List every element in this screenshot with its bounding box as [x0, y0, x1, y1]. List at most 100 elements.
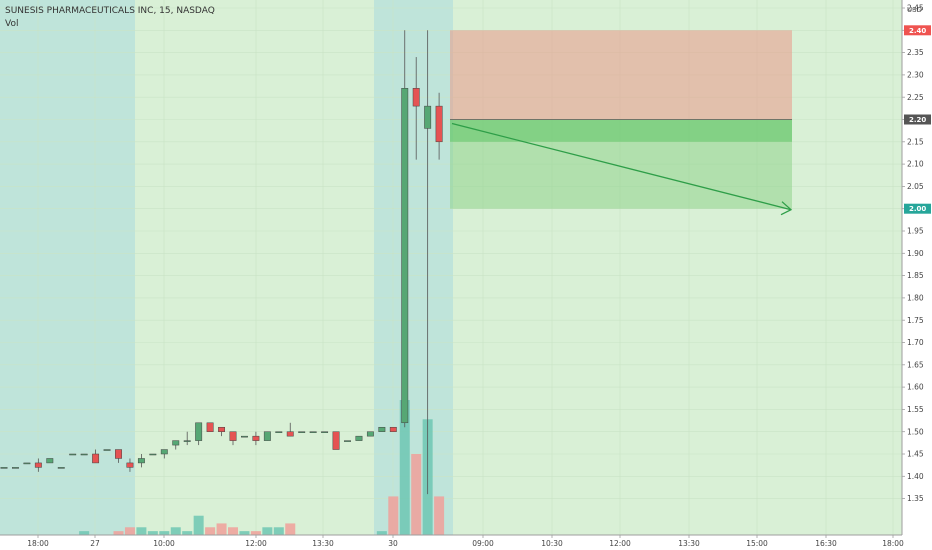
x-tick-label: 10:00	[153, 539, 175, 548]
candle-body	[183, 440, 191, 442]
y-tick-label: 1.70	[907, 338, 924, 347]
projection-arrow[interactable]	[451, 122, 792, 211]
x-tick-label: 18:00	[882, 539, 904, 548]
volume-bar	[239, 531, 250, 535]
candle-body	[229, 431, 237, 441]
candle-body	[435, 105, 443, 143]
projection-arrow-head	[780, 201, 793, 216]
volume-bar	[285, 523, 296, 535]
y-tick-label: 2.10	[907, 160, 924, 169]
y-tick-label: 1.65	[907, 360, 924, 369]
volume-bar	[159, 531, 170, 535]
chart-legend: SUNESIS PHARMACEUTICALS INC, 15, NASDAQ …	[5, 5, 215, 31]
candle-body	[195, 422, 203, 441]
current-profit-zone	[450, 119, 792, 142]
y-tick-label: 1.35	[907, 494, 924, 503]
price-tag	[904, 203, 931, 214]
candle-body	[344, 440, 351, 442]
x-tick-label: 09:00	[472, 539, 494, 548]
candle-body	[34, 462, 42, 468]
volume-bar	[399, 400, 410, 535]
volume-bar	[79, 531, 90, 535]
y-tick-label: 1.95	[907, 227, 924, 236]
candle-body	[424, 105, 432, 129]
x-tick-label: 16:30	[815, 539, 837, 548]
candle-body	[172, 440, 180, 446]
x-tick-label: 10:30	[541, 539, 563, 548]
candle-body	[80, 453, 88, 456]
candle-body	[160, 449, 168, 455]
candle-body	[263, 431, 271, 441]
candle-body	[332, 431, 340, 450]
candle-body	[115, 449, 122, 459]
volume-bar	[388, 496, 399, 535]
volume-bar	[113, 531, 124, 535]
candle-body	[69, 453, 77, 456]
y-tick-label: 1.75	[907, 316, 924, 325]
y-tick-label: 2.30	[907, 71, 924, 80]
candle-body	[23, 462, 31, 465]
y-tick-label: 1.50	[907, 427, 924, 436]
y-tick-label: 1.85	[907, 271, 924, 280]
volume-bar	[434, 496, 445, 535]
x-tick-label: 30	[388, 539, 398, 548]
x-tick-label: 15:00	[746, 539, 768, 548]
candle-body	[149, 453, 157, 456]
candle-body	[401, 88, 409, 424]
volume-bar	[124, 527, 135, 535]
candle-body	[366, 431, 374, 437]
candle-body	[92, 453, 100, 464]
price-tag-label: 2.00	[909, 205, 926, 213]
volume-bar	[376, 531, 387, 535]
y-tick-label: 2.15	[907, 137, 924, 146]
y-tick-label: 1.80	[907, 294, 924, 303]
price-tag-label: 2.40	[909, 27, 926, 35]
y-tick-label: 2.35	[907, 48, 924, 57]
volume-bar	[136, 527, 147, 535]
volume-bar	[193, 515, 204, 535]
y-tick-label: 2.45	[907, 4, 924, 13]
stop-loss-zone[interactable]	[450, 30, 792, 120]
candle-body	[389, 426, 397, 432]
candle-body	[378, 426, 386, 432]
volume-bar	[182, 531, 193, 535]
x-tick-label: 27	[90, 539, 100, 548]
symbol-title[interactable]: SUNESIS PHARMACEUTICALS INC, 15, NASDAQ	[5, 6, 215, 16]
price-tag	[904, 114, 931, 125]
price-axis-unit: USD	[907, 6, 922, 14]
y-tick-label: 1.40	[907, 472, 924, 481]
y-tick-label: 1.60	[907, 383, 924, 392]
x-tick-label: 12:00	[245, 539, 267, 548]
candle-body	[137, 458, 145, 464]
candle-body	[252, 435, 260, 441]
candle-body	[275, 431, 283, 433]
candle-body	[355, 435, 363, 441]
volume-bar	[147, 531, 158, 535]
candle-body	[103, 449, 111, 451]
x-tick-label: 13:30	[678, 539, 700, 548]
time-axis[interactable]	[0, 535, 932, 550]
price-tag	[904, 25, 931, 36]
candle-body	[309, 431, 317, 433]
y-tick-label: 1.90	[907, 249, 924, 258]
price-axis[interactable]	[902, 0, 932, 535]
candle-body	[412, 88, 420, 107]
candle-body	[12, 467, 19, 469]
volume-bar	[411, 454, 422, 535]
y-tick-label: 1.45	[907, 450, 924, 459]
candle-body	[321, 431, 329, 433]
x-tick-label: 18:00	[27, 539, 49, 548]
volume-bar	[205, 527, 216, 535]
volume-bar	[262, 527, 273, 535]
volume-bar	[216, 523, 227, 535]
candle-body	[241, 435, 248, 438]
x-tick-label: 12:00	[609, 539, 631, 548]
volume-bar	[170, 527, 181, 535]
y-tick-label: 2.05	[907, 182, 924, 191]
y-tick-label: 1.55	[907, 405, 924, 414]
candle-body	[46, 458, 54, 464]
candle-body	[206, 422, 214, 432]
candle-body	[57, 467, 65, 469]
volume-indicator-label[interactable]: Vol	[5, 19, 19, 29]
